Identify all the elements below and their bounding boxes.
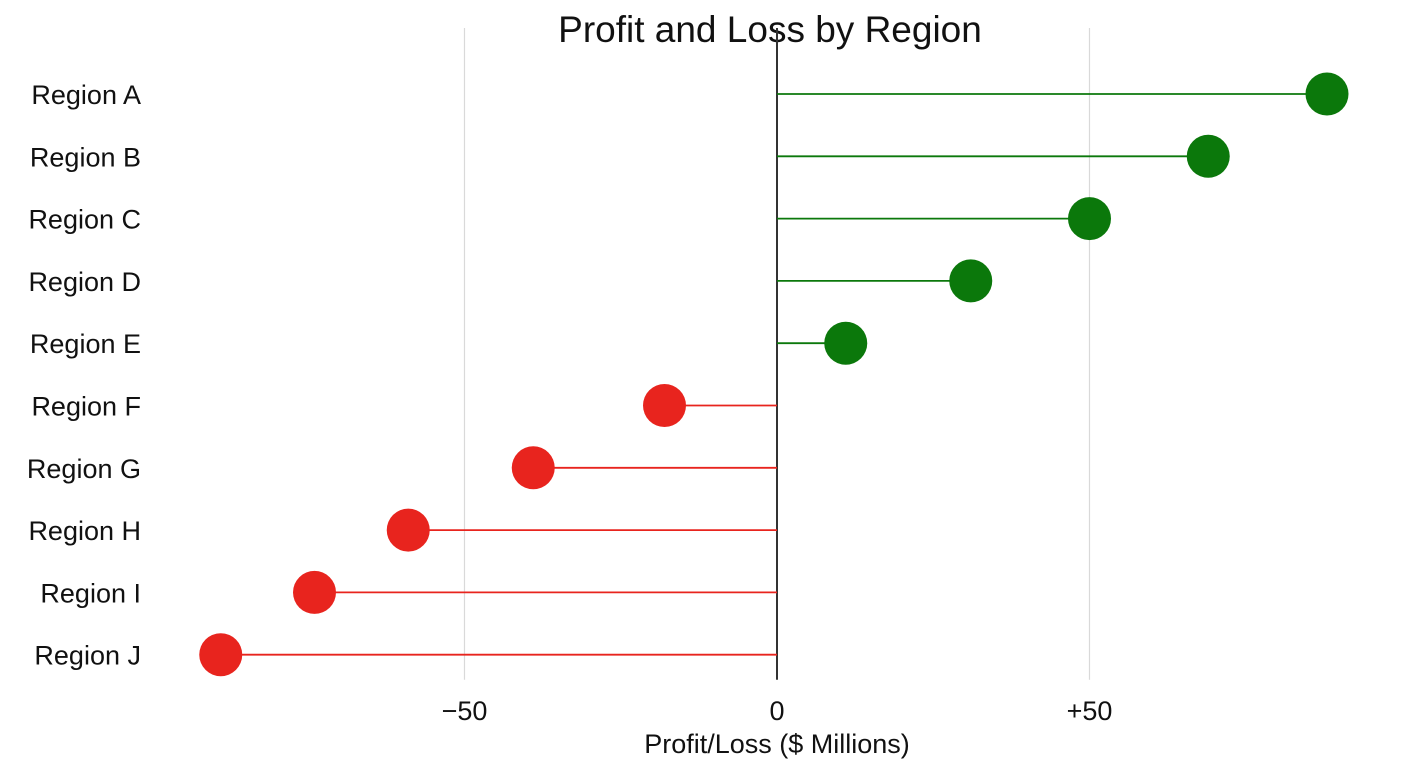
data-point: [199, 633, 243, 677]
chart-title: Profit and Loss by Region: [558, 9, 982, 50]
y-tick-label: Region B: [30, 142, 141, 172]
data-point: [1305, 72, 1349, 116]
y-tick-label: Region E: [30, 329, 141, 359]
y-tick-label: Region G: [27, 454, 141, 484]
data-point: [949, 259, 993, 303]
y-tick-label: Region D: [28, 267, 141, 297]
data-point: [511, 446, 555, 490]
x-tick-label: +50: [1067, 696, 1113, 726]
data-point: [824, 321, 868, 365]
x-tick-label: 0: [769, 696, 784, 726]
y-tick-label: Region I: [40, 578, 141, 608]
x-axis-label: Profit/Loss ($ Millions): [644, 729, 910, 759]
x-tick-label: −50: [442, 696, 488, 726]
y-tick-label: Region A: [31, 80, 141, 110]
y-tick-label: Region F: [31, 392, 141, 422]
data-point: [643, 384, 686, 427]
data-point: [1068, 197, 1111, 241]
y-tick-label: Region J: [34, 641, 141, 671]
y-tick-label: Region C: [28, 205, 141, 235]
data-point: [293, 570, 336, 614]
data-point: [386, 508, 430, 552]
data-point: [1186, 134, 1230, 178]
y-tick-label: Region H: [28, 516, 141, 546]
